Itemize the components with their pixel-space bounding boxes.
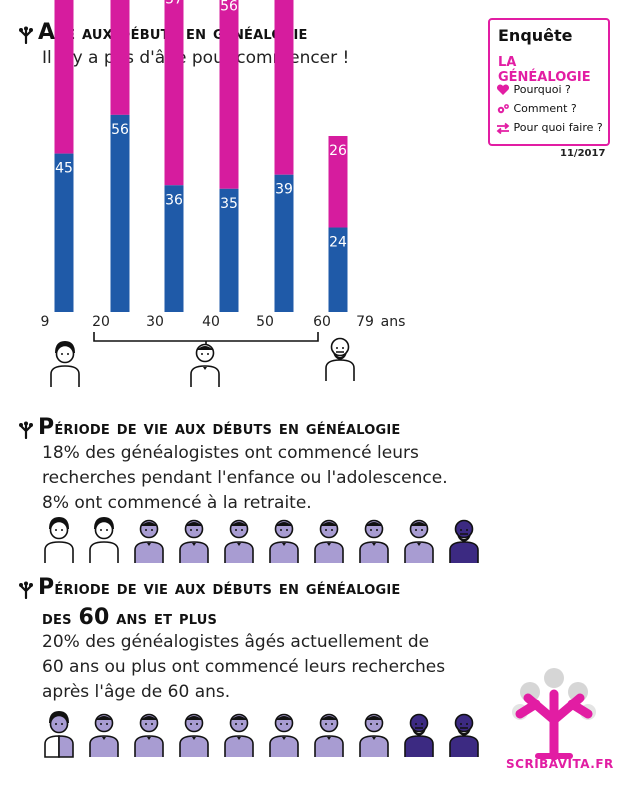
- adult-icon: [85, 706, 123, 758]
- section3-line: après l'âge de 60 ans.: [42, 682, 231, 702]
- survey-subtitle: LA GÉNÉALOGIE: [498, 55, 591, 85]
- child-icon: [85, 512, 123, 564]
- bar-segment-bottom: [274, 174, 294, 312]
- scribavita-logo: [512, 668, 596, 760]
- bar-label-bottom: 45: [55, 161, 73, 177]
- bar-segment-bottom: [110, 114, 130, 312]
- survey-date: 11/2017: [560, 148, 606, 159]
- bar-segment-bottom: [219, 188, 239, 312]
- survey-item-label: Pour quoi faire ?: [513, 121, 603, 134]
- bar-label-bottom: 24: [329, 235, 347, 251]
- x-tick: 50: [256, 314, 274, 330]
- bar-label-top: 26: [329, 143, 347, 159]
- x-tick: 60: [313, 314, 331, 330]
- age-bar-chart: 654567565736563562392624: [54, 0, 348, 312]
- adult-icon: [186, 336, 224, 388]
- arrows-icon: [496, 122, 510, 135]
- tree-icon: [19, 581, 33, 599]
- bar-segment-top: [110, 0, 130, 115]
- survey-item-label: Comment ?: [513, 102, 577, 115]
- adult-icon: [130, 706, 168, 758]
- adult-icon: [310, 512, 348, 564]
- section2-title: Période de vie aux débuts en généalogie: [38, 415, 401, 440]
- adult-icon: [310, 706, 348, 758]
- bar-label-bottom: 36: [165, 192, 183, 208]
- section2-line: recherches pendant l'enfance ou l'adoles…: [42, 468, 448, 488]
- bar-label-top: 56: [220, 0, 238, 15]
- senior-icon: [445, 512, 483, 564]
- tree-icon: [19, 421, 33, 439]
- survey-item-comment: Comment ?: [496, 102, 577, 115]
- bar-label-bottom: 39: [275, 182, 293, 198]
- logo-text: SCRIBAVITA.FR: [506, 757, 614, 771]
- survey-item-pour-quoi-faire: Pour quoi faire ?: [496, 121, 603, 135]
- bar-label-bottom: 35: [220, 196, 238, 212]
- adult-icon: [220, 512, 258, 564]
- section3-title: Période de vie aux débuts en généalogie: [38, 575, 401, 600]
- bar-label-top: 57: [165, 0, 183, 8]
- survey-box: Enquête LA GÉNÉALOGIE Pourquoi ? Comment…: [488, 18, 610, 146]
- adult-icon: [355, 512, 393, 564]
- gears-icon: [497, 104, 509, 114]
- tree-icon: [19, 26, 33, 44]
- section3-title-line2: des 60 ans et plus: [42, 605, 218, 630]
- bar-segment-bottom: [164, 185, 184, 312]
- survey-item-label: Pourquoi ?: [513, 83, 571, 96]
- bar-segment-bottom: [328, 227, 348, 312]
- senior-icon: [400, 706, 438, 758]
- bar-segment-bottom: [54, 153, 74, 312]
- senior-icon: [321, 330, 359, 382]
- section3-text: 20% des généalogistes âgés actuellement …: [42, 630, 445, 705]
- bar-segment-top: [54, 0, 74, 154]
- bar-segment-top: [328, 136, 348, 228]
- child-icon: [40, 512, 78, 564]
- survey-item-pourquoi: Pourquoi ?: [496, 83, 571, 96]
- x-tick: 9: [40, 314, 50, 330]
- section3-line: 60 ans ou plus ont commencé leurs recher…: [42, 657, 446, 677]
- adult-icon: [355, 706, 393, 758]
- survey-title: Enquête: [498, 26, 573, 45]
- adult-icon: [130, 512, 168, 564]
- bar-segment-top: [274, 0, 294, 175]
- child-icon: [46, 336, 84, 388]
- adult-icon: [175, 706, 213, 758]
- adult-icon: [265, 706, 303, 758]
- section3-line: 20% des généalogistes âgés actuellement …: [42, 632, 430, 652]
- x-tick: 30: [146, 314, 164, 330]
- senior-icon: [445, 706, 483, 758]
- x-tick: 20: [92, 314, 110, 330]
- section2-text: 18% des généalogistes ont commencé leurs…: [42, 441, 448, 516]
- x-tick: 40: [202, 314, 220, 330]
- bar-segment-top: [219, 0, 239, 189]
- adult-icon: [175, 512, 213, 564]
- bar-segment-top: [164, 0, 184, 186]
- section2-line: 8% ont commencé à la retraite.: [42, 493, 312, 513]
- adult-icon: [265, 512, 303, 564]
- child-half-icon: [40, 706, 78, 758]
- adult-icon: [220, 706, 258, 758]
- x-tick: 79: [356, 314, 374, 330]
- x-unit: ans: [380, 314, 406, 330]
- heart-icon: [496, 84, 510, 95]
- bar-label-bottom: 56: [111, 122, 129, 138]
- adult-icon: [400, 512, 438, 564]
- section2-line: 18% des généalogistes ont commencé leurs: [42, 443, 419, 463]
